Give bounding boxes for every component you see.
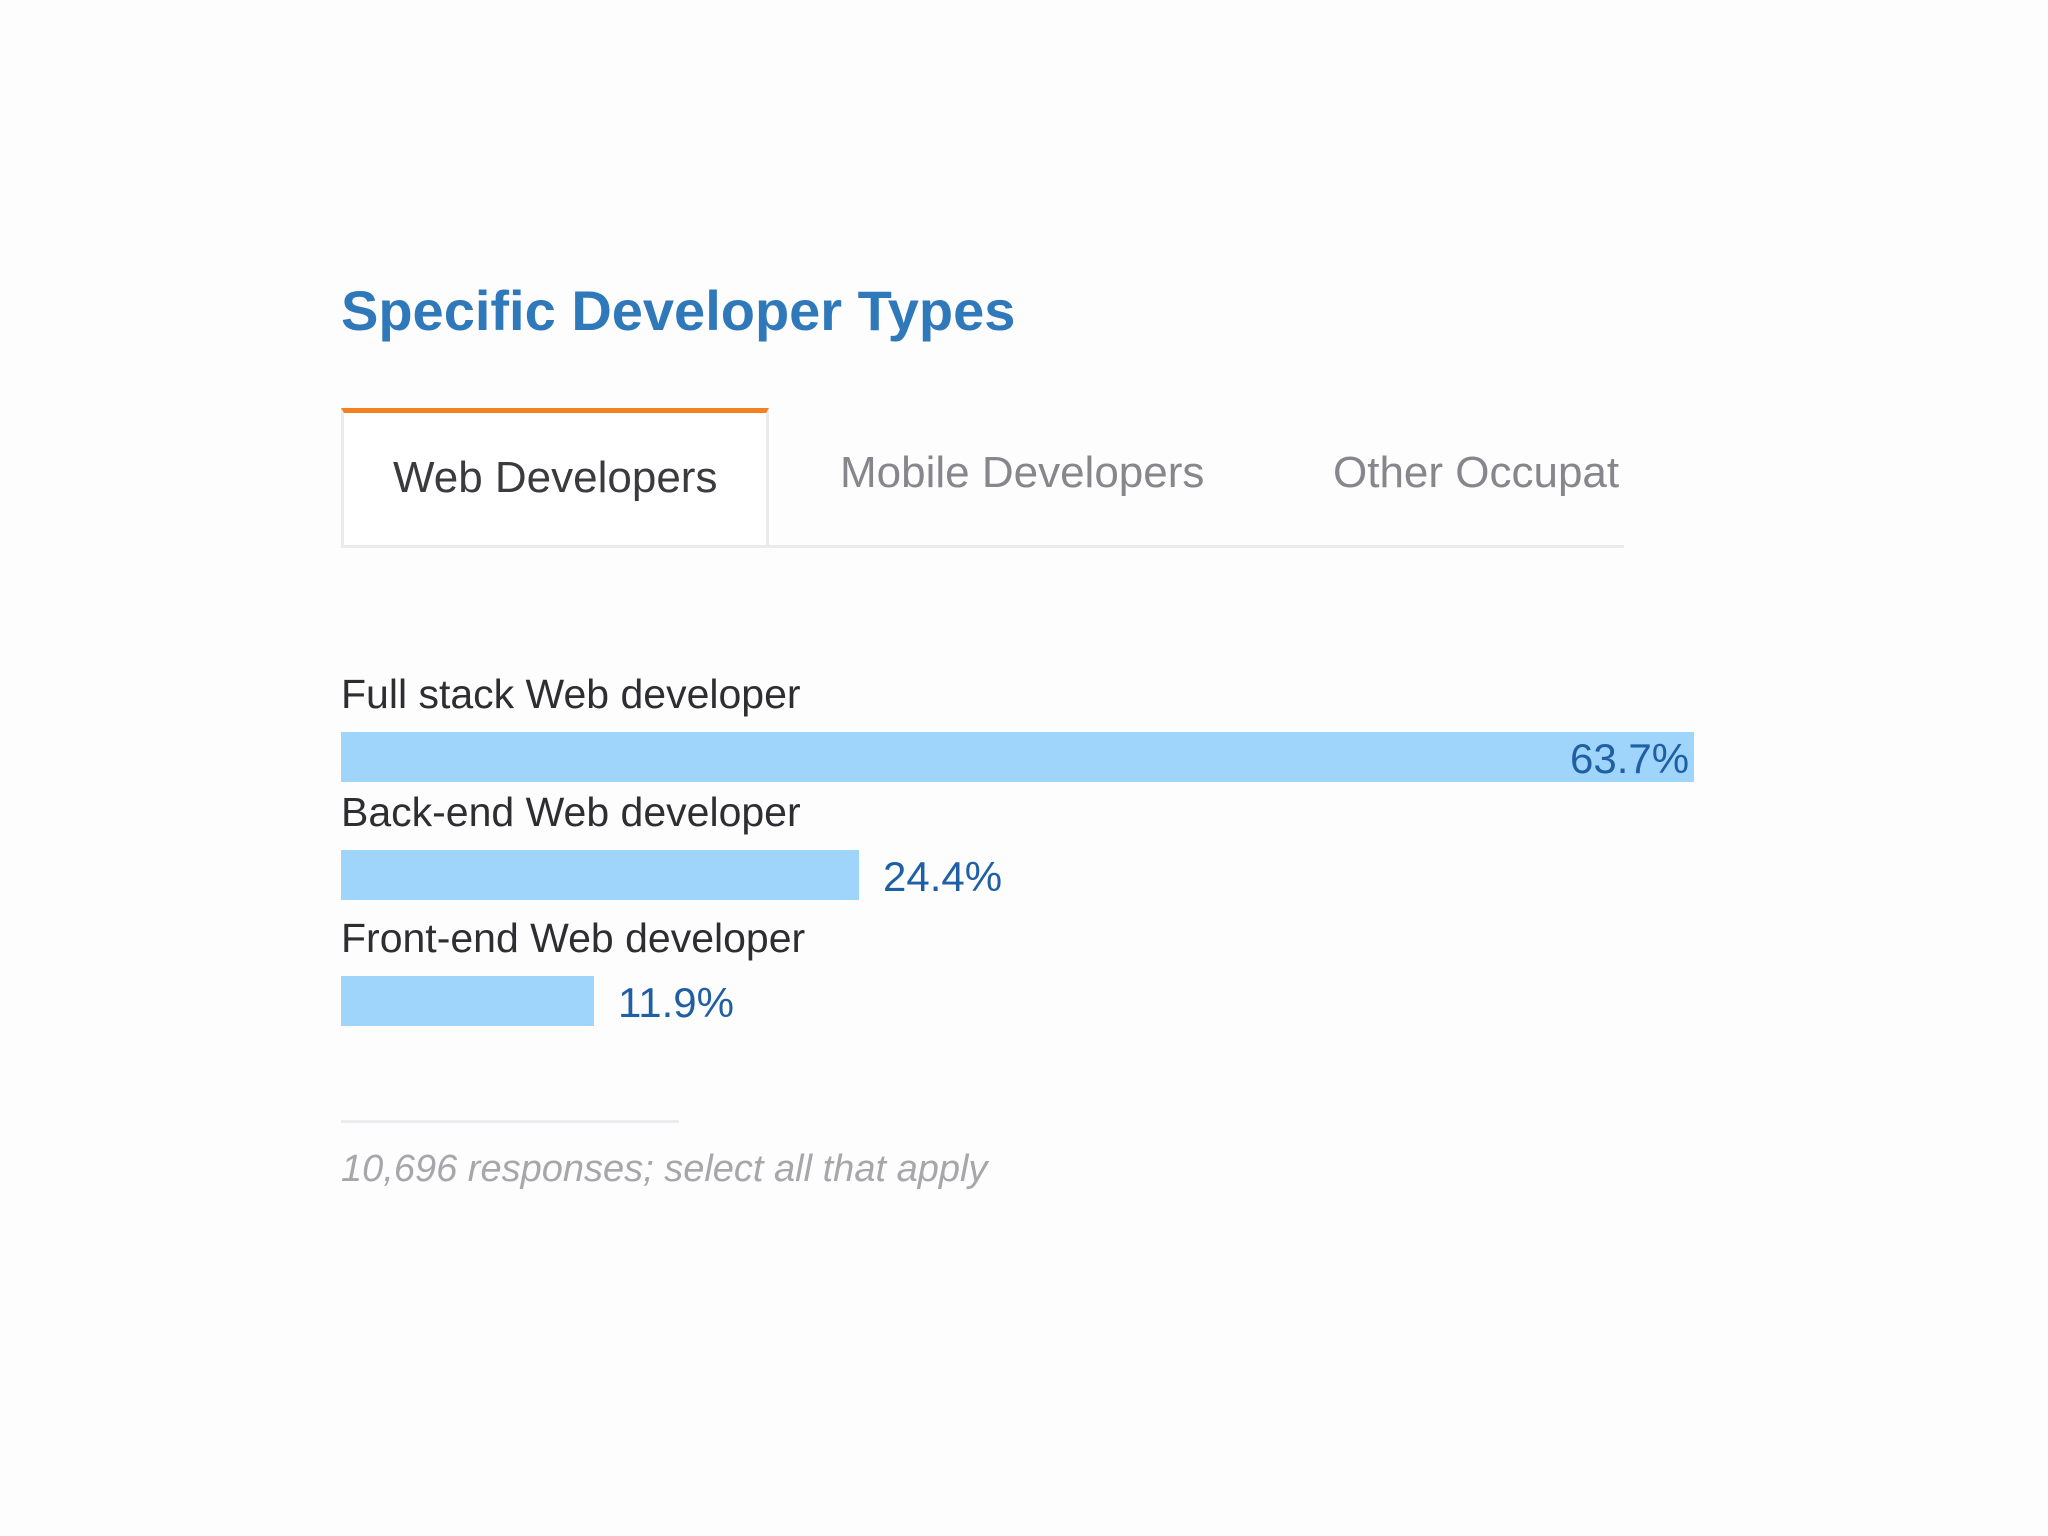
bar-row: Full stack Web developer 63.7% xyxy=(341,670,1701,782)
bar-row: Front-end Web developer 11.9% xyxy=(341,914,1701,1026)
bar-label: Full stack Web developer xyxy=(341,671,801,717)
bar-value-label: 63.7% xyxy=(1570,735,1690,782)
bar xyxy=(341,850,859,900)
tab-web-developers[interactable]: Web Developers xyxy=(341,408,769,545)
bar-label: Front-end Web developer xyxy=(341,915,806,961)
bar-row: Back-end Web developer 24.4% xyxy=(341,788,1701,900)
bar-value-label: 24.4% xyxy=(883,853,1003,900)
bar xyxy=(341,732,1694,782)
footer-divider xyxy=(341,1120,679,1123)
responses-footnote: 10,696 responses; select all that apply xyxy=(341,1148,988,1190)
bar xyxy=(341,976,594,1026)
page-title: Specific Developer Types xyxy=(341,279,1016,342)
tab-bar: Web Developers Mobile Developers Other O… xyxy=(341,408,1624,548)
bar-chart: Full stack Web developer 63.7% Back-end We… xyxy=(341,670,1701,1050)
bar-value-label: 11.9% xyxy=(618,979,734,1026)
tab-other-occupations[interactable]: Other Occupat xyxy=(1333,448,1620,497)
bar-label: Back-end Web developer xyxy=(341,789,801,835)
tab-mobile-developers[interactable]: Mobile Developers xyxy=(840,448,1205,497)
